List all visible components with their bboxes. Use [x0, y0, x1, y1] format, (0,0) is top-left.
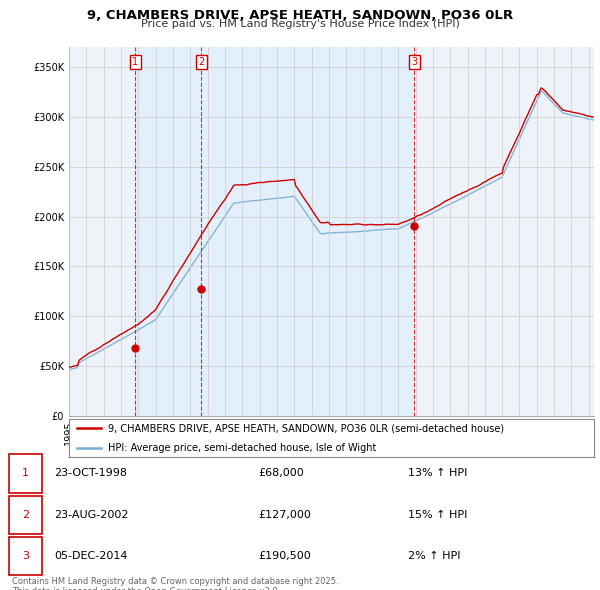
Text: 1: 1 — [132, 57, 138, 67]
Bar — [135, 47, 202, 416]
Text: 1: 1 — [22, 468, 29, 478]
Text: 2: 2 — [198, 57, 205, 67]
Text: 2: 2 — [22, 510, 29, 520]
Text: 23-AUG-2002: 23-AUG-2002 — [54, 510, 128, 520]
Text: 23-OCT-1998: 23-OCT-1998 — [54, 468, 127, 478]
Text: HPI: Average price, semi-detached house, Isle of Wight: HPI: Average price, semi-detached house,… — [109, 442, 377, 453]
Text: Contains HM Land Registry data © Crown copyright and database right 2025.
This d: Contains HM Land Registry data © Crown c… — [12, 577, 338, 590]
Text: Price paid vs. HM Land Registry's House Price Index (HPI): Price paid vs. HM Land Registry's House … — [140, 19, 460, 29]
Text: 3: 3 — [411, 57, 417, 67]
Text: 9, CHAMBERS DRIVE, APSE HEATH, SANDOWN, PO36 0LR (semi-detached house): 9, CHAMBERS DRIVE, APSE HEATH, SANDOWN, … — [109, 424, 505, 434]
Text: £127,000: £127,000 — [258, 510, 311, 520]
Text: 2% ↑ HPI: 2% ↑ HPI — [408, 551, 461, 561]
Text: 13% ↑ HPI: 13% ↑ HPI — [408, 468, 467, 478]
Bar — [202, 47, 414, 416]
Text: 05-DEC-2014: 05-DEC-2014 — [54, 551, 128, 561]
Text: £190,500: £190,500 — [258, 551, 311, 561]
Text: 3: 3 — [22, 551, 29, 561]
Text: 9, CHAMBERS DRIVE, APSE HEATH, SANDOWN, PO36 0LR: 9, CHAMBERS DRIVE, APSE HEATH, SANDOWN, … — [87, 9, 513, 22]
Text: 15% ↑ HPI: 15% ↑ HPI — [408, 510, 467, 520]
Text: £68,000: £68,000 — [258, 468, 304, 478]
